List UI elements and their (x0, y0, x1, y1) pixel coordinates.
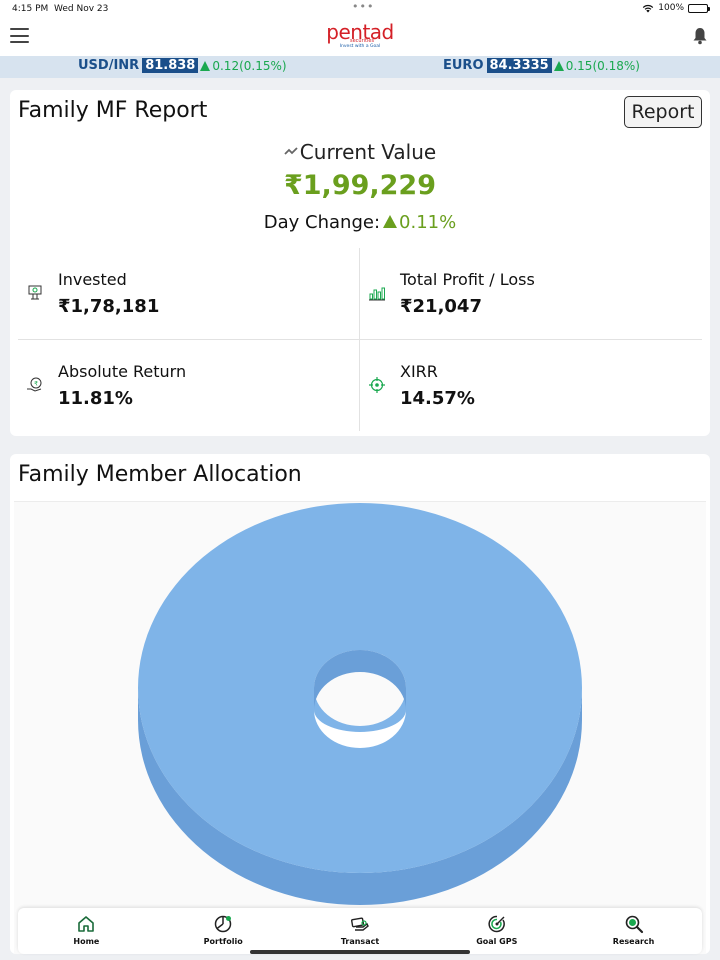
bottom-navigation: Home Portfolio Transact Goal GPS Researc… (18, 908, 702, 954)
nav-transact[interactable]: Transact (315, 908, 405, 954)
nav-label: Research (612, 937, 655, 946)
home-indicator (250, 950, 470, 954)
stat-label: Invested (58, 270, 127, 289)
hand-card-icon (350, 917, 369, 931)
status-right: 100% (642, 3, 710, 13)
ticker-usd-inr: USD/INR 81.838 0.12(0.15%) (78, 58, 287, 73)
nav-label: Portfolio (203, 937, 243, 946)
rupee-hand-icon: ₹ (27, 377, 42, 392)
magnifier-icon (625, 915, 643, 934)
donut-slice[interactable] (138, 503, 582, 873)
notification-bell-icon[interactable] (692, 27, 708, 45)
logo-sub: securities (350, 38, 375, 44)
stat-value: 11.81% (58, 388, 133, 409)
nav-research[interactable]: Research (589, 908, 679, 954)
pentad-logo: pentad securities Invest with a Goal (320, 21, 400, 49)
stat-value: ₹21,047 (400, 296, 482, 317)
current-value: ₹1,99,229 (283, 170, 437, 201)
nav-goal-gps[interactable]: Goal GPS (452, 908, 542, 954)
stat-value: ₹1,78,181 (58, 296, 160, 317)
logo-tagline: Invest with a Goal (339, 44, 381, 49)
up-arrow-icon (553, 60, 564, 71)
donut-hole-wall (314, 650, 406, 710)
up-arrow-icon (200, 60, 211, 71)
multitask-dots-icon[interactable]: ••• (352, 0, 375, 13)
nav-label: Transact (340, 937, 380, 946)
ticker-euro: EURO 84.3335 0.15(0.18%) (443, 58, 640, 73)
donut-slice-side (138, 688, 582, 905)
allocation-donut-chart[interactable] (14, 502, 706, 954)
ticker-pair: USD/INR (78, 58, 140, 73)
report-title: Family MF Report (18, 98, 208, 123)
status-time-date: 4:15 PM Wed Nov 23 (12, 4, 109, 14)
day-change-value: 0.11% (399, 212, 457, 233)
day-change: Day Change: 0.11% (263, 212, 457, 233)
invested-icon (28, 285, 42, 300)
report-button[interactable]: Report (624, 96, 702, 128)
wifi-icon (643, 4, 654, 12)
nav-label: Home (73, 937, 100, 946)
hamburger-menu-icon[interactable] (10, 28, 29, 43)
allocation-chart-area (14, 502, 706, 954)
app-header: pentad securities Invest with a Goal (0, 18, 720, 56)
stat-label: XIRR (400, 362, 438, 381)
battery-icon (688, 3, 710, 13)
home-icon (78, 916, 95, 932)
stat-value: 14.57% (400, 388, 475, 409)
status-bar: 4:15 PM Wed Nov 23 ••• 100% (0, 0, 720, 18)
ticker-change: 0.12(0.15%) (212, 58, 287, 73)
allocation-title: Family Member Allocation (18, 462, 302, 487)
current-value-label: Current Value (10, 140, 710, 164)
target-icon (369, 377, 385, 393)
ticker-rate: 81.838 (142, 58, 199, 73)
nav-label: Goal GPS (476, 937, 518, 946)
svg-text:₹: ₹ (34, 381, 38, 388)
currency-ticker: USD/INR 81.838 0.12(0.15%) EURO 84.3335 … (0, 56, 720, 78)
up-arrow-icon (383, 215, 398, 228)
family-member-allocation-card: Family Member Allocation (10, 454, 710, 954)
battery-percent: 100% (658, 3, 684, 13)
ticker-rate: 84.3335 (486, 58, 552, 73)
goal-icon (488, 915, 505, 933)
nav-home[interactable]: Home (41, 908, 131, 954)
family-mf-report-card: Family MF Report Report Current Value ₹1… (10, 90, 710, 436)
logo-text: pentad (326, 20, 394, 44)
divider (14, 501, 706, 502)
stat-label: Total Profit / Loss (400, 270, 535, 289)
nav-portfolio[interactable]: Portfolio (178, 908, 268, 954)
bar-chart-icon (369, 287, 385, 301)
trend-icon (284, 147, 298, 155)
divider (18, 339, 702, 340)
stat-label: Absolute Return (58, 362, 187, 381)
pie-icon (214, 915, 232, 933)
ticker-change: 0.15(0.18%) (565, 58, 640, 73)
ticker-pair: EURO (443, 58, 484, 73)
donut-hole (314, 710, 406, 748)
